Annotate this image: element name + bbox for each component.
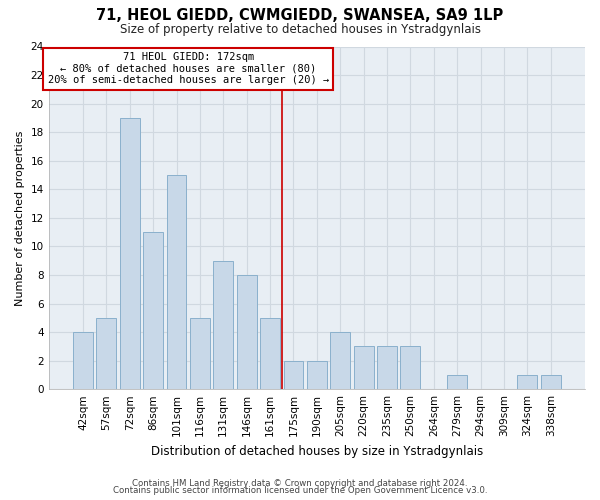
Bar (260, 318, 280, 389)
Y-axis label: Number of detached properties: Number of detached properties (15, 130, 25, 306)
Bar (400, 346, 421, 389)
Bar (330, 332, 350, 389)
Bar (237, 275, 257, 389)
Bar (190, 318, 210, 389)
Bar (97, 318, 116, 389)
Bar (541, 375, 560, 389)
Bar (143, 232, 163, 389)
Text: Size of property relative to detached houses in Ystradgynlais: Size of property relative to detached ho… (119, 22, 481, 36)
Bar (353, 346, 374, 389)
Text: 71 HEOL GIEDD: 172sqm
← 80% of detached houses are smaller (80)
20% of semi-deta: 71 HEOL GIEDD: 172sqm ← 80% of detached … (47, 52, 329, 86)
Bar (73, 332, 93, 389)
Bar (307, 360, 327, 389)
Bar (284, 360, 304, 389)
Text: Contains HM Land Registry data © Crown copyright and database right 2024.: Contains HM Land Registry data © Crown c… (132, 478, 468, 488)
Bar (377, 346, 397, 389)
Text: 71, HEOL GIEDD, CWMGIEDD, SWANSEA, SA9 1LP: 71, HEOL GIEDD, CWMGIEDD, SWANSEA, SA9 1… (97, 8, 503, 22)
Bar (517, 375, 537, 389)
Bar (447, 375, 467, 389)
Text: Contains public sector information licensed under the Open Government Licence v3: Contains public sector information licen… (113, 486, 487, 495)
Bar (120, 118, 140, 389)
X-axis label: Distribution of detached houses by size in Ystradgynlais: Distribution of detached houses by size … (151, 444, 483, 458)
Bar (167, 175, 187, 389)
Bar (214, 260, 233, 389)
